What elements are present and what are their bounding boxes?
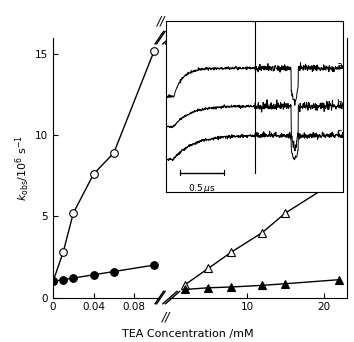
Text: b: b (336, 99, 343, 109)
Y-axis label: $k_{\mathrm{obs}}$/10$^6$ s$^{-1}$: $k_{\mathrm{obs}}$/10$^6$ s$^{-1}$ (14, 135, 32, 200)
Text: //: // (162, 311, 171, 324)
Text: //: // (157, 14, 166, 27)
Text: c: c (336, 128, 342, 137)
Text: a: a (336, 61, 342, 71)
Text: 0.5$\,\mu$s: 0.5$\,\mu$s (188, 182, 216, 195)
Text: TEA Concentration /mM: TEA Concentration /mM (122, 329, 253, 339)
